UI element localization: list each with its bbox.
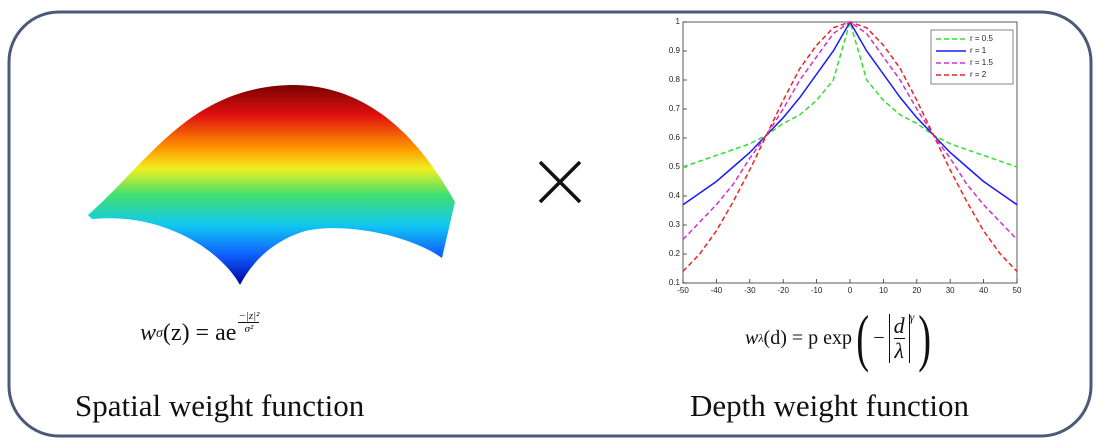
x-tick-label: 20 (912, 286, 921, 295)
formula-text: w (745, 326, 759, 349)
y-tick-label: 0.6 (669, 133, 681, 142)
y-tick-label: 0.2 (669, 249, 681, 258)
formula-text: ) (918, 302, 932, 373)
x-tick-label: -10 (811, 286, 823, 295)
formula-text: −|z|² (238, 310, 260, 323)
x-tick-label: -20 (777, 286, 789, 295)
spatial-formula: w σ (z) = ae −|z|² σ² (140, 310, 260, 347)
formula-text: σ (156, 325, 163, 341)
y-tick-label: 0.9 (669, 46, 681, 55)
legend-label: r = 1 (970, 46, 987, 55)
y-tick-label: 0.5 (669, 162, 681, 171)
y-tick-label: 0.3 (669, 220, 681, 229)
x-tick-label: 50 (1013, 286, 1022, 295)
x-tick-label: 0 (848, 286, 853, 295)
formula-text: λ (758, 330, 764, 345)
legend-label: r = 1.5 (970, 58, 993, 67)
x-tick-label: 40 (979, 286, 988, 295)
legend-label: r = 2 (970, 70, 987, 79)
formula-text: λ (894, 337, 904, 363)
surface-plot (88, 84, 455, 285)
y-tick-label: 0.4 (669, 191, 681, 200)
formula-text: σ² (244, 323, 254, 335)
formula-text: γ (909, 310, 915, 324)
y-tick-label: 0.1 (669, 278, 681, 287)
caption: Depth weight function (690, 388, 969, 423)
x-tick-label: -40 (711, 286, 723, 295)
x-tick-label: -30 (744, 286, 756, 295)
line-series (682, 19, 1018, 168)
x-tick-label: 10 (879, 286, 888, 295)
formula-text: − (873, 326, 885, 349)
x-tick-label: -50 (677, 286, 689, 295)
formula-text: ( (856, 302, 870, 373)
formula-text: (z) = ae (162, 320, 237, 346)
formula-text: w (140, 320, 157, 346)
line-series (682, 21, 1018, 272)
x-tick-label: 30 (946, 286, 955, 295)
exponent: −|z|² σ² (238, 310, 260, 335)
frame (7, 10, 1093, 438)
y-tick-label: 1 (676, 17, 681, 26)
caption: Spatial weight function (75, 388, 365, 423)
y-tick-label: 0.8 (669, 75, 681, 84)
formula-text: d (893, 312, 905, 339)
legend-label: r = 0.5 (970, 34, 993, 43)
multiply-sign (538, 160, 582, 204)
y-tick-label: 0.7 (669, 104, 681, 113)
formula-text: (d) = p exp (763, 326, 853, 349)
